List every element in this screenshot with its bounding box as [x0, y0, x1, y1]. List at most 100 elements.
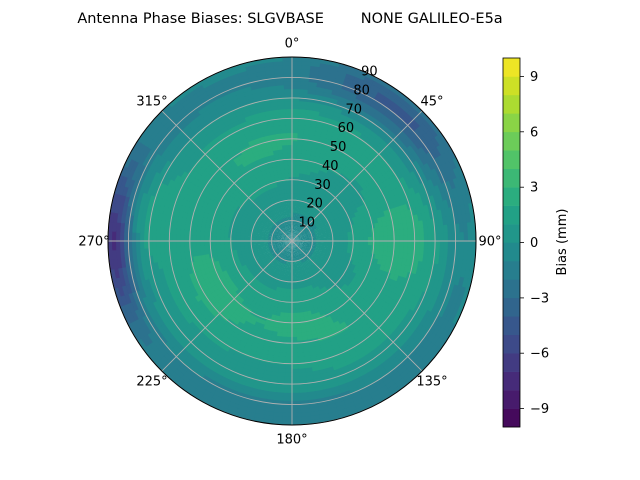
field-cell — [243, 245, 249, 249]
field-cell — [259, 239, 265, 241]
field-cell — [282, 316, 288, 322]
field-cell — [310, 205, 315, 211]
field-cell — [306, 224, 312, 229]
field-cell — [294, 192, 298, 198]
field-cell — [303, 206, 308, 212]
field-cell — [292, 240, 297, 241]
field-cell — [279, 253, 284, 259]
field-cell — [168, 220, 174, 229]
field-cell — [281, 234, 286, 237]
field-cell — [302, 133, 310, 139]
field-cell — [329, 356, 339, 364]
field-cell — [304, 265, 309, 271]
field-cell — [363, 229, 369, 235]
field-cell — [301, 335, 308, 341]
field-cell — [323, 241, 329, 244]
field-cell — [277, 211, 281, 217]
field-cell — [285, 229, 289, 235]
field-cell — [276, 244, 281, 247]
field-cell — [299, 242, 305, 245]
field-cell — [271, 219, 277, 224]
field-cell — [326, 349, 336, 356]
field-cell — [295, 236, 300, 239]
field-cell — [319, 235, 325, 239]
field-cell — [287, 244, 290, 249]
field-cell — [261, 249, 266, 253]
field-cell — [278, 152, 284, 158]
field-cell — [271, 214, 276, 220]
field-cell — [299, 250, 303, 255]
field-cell — [306, 208, 311, 214]
field-cell — [296, 148, 303, 154]
field-cell — [309, 215, 314, 221]
field-cell — [261, 227, 267, 231]
field-cell — [265, 249, 271, 253]
field-cell — [314, 247, 320, 250]
field-cell — [212, 223, 218, 230]
field-cell — [295, 216, 298, 222]
field-cell — [293, 232, 296, 238]
field-cell — [301, 248, 306, 252]
field-cell — [289, 232, 291, 238]
field-cell — [295, 242, 300, 246]
field-cell — [265, 229, 271, 233]
field-cell — [287, 316, 292, 322]
field-cell — [280, 271, 284, 277]
field-cell — [303, 251, 308, 255]
field-cell — [303, 315, 309, 321]
field-cell — [359, 229, 365, 235]
field-cell — [292, 200, 295, 206]
field-cell — [268, 129, 276, 136]
field-cell — [275, 211, 280, 217]
field-cell — [307, 342, 315, 349]
field-cell — [400, 197, 407, 207]
field-cell — [375, 241, 381, 247]
field-cell — [275, 265, 280, 270]
field-cell — [303, 202, 307, 208]
field-cell — [277, 246, 282, 250]
field-cell — [332, 347, 341, 354]
field-cell — [280, 185, 285, 191]
field-cell — [285, 217, 288, 222]
field-cell — [179, 234, 185, 241]
field-cell — [191, 240, 197, 247]
field-cell — [291, 352, 299, 358]
field-cell — [309, 261, 314, 267]
field-cell — [292, 204, 295, 210]
field-cell — [302, 343, 309, 349]
field-cell — [276, 169, 282, 175]
field-cell — [268, 247, 274, 250]
field-cell — [272, 218, 278, 224]
field-cell — [211, 248, 217, 254]
field-cell — [286, 128, 293, 134]
field-cell — [309, 220, 314, 226]
field-cell — [270, 249, 275, 254]
field-cell — [284, 237, 289, 240]
field-cell — [199, 235, 205, 241]
field-cell — [299, 227, 303, 232]
field-cell — [415, 227, 421, 236]
field-cell — [293, 228, 296, 234]
field-cell — [300, 214, 304, 220]
field-cell — [280, 267, 284, 272]
field-cell — [304, 249, 310, 254]
field-cell — [283, 242, 289, 244]
field-cell — [289, 216, 292, 222]
field-cell — [314, 232, 320, 235]
field-cell — [280, 223, 285, 228]
field-cell — [180, 257, 187, 265]
field-cell — [303, 261, 308, 266]
field-cell — [175, 233, 181, 241]
field-cell — [251, 238, 257, 241]
field-cell — [276, 234, 282, 237]
field-cell — [257, 252, 263, 256]
field-cell — [295, 247, 299, 253]
field-cell — [293, 268, 296, 274]
field-cell — [267, 217, 273, 223]
field-cell — [269, 255, 275, 261]
field-cell — [284, 192, 288, 198]
field-cell — [299, 249, 303, 254]
field-cell — [297, 255, 301, 261]
field-cell — [315, 255, 321, 259]
field-cell — [374, 254, 380, 261]
